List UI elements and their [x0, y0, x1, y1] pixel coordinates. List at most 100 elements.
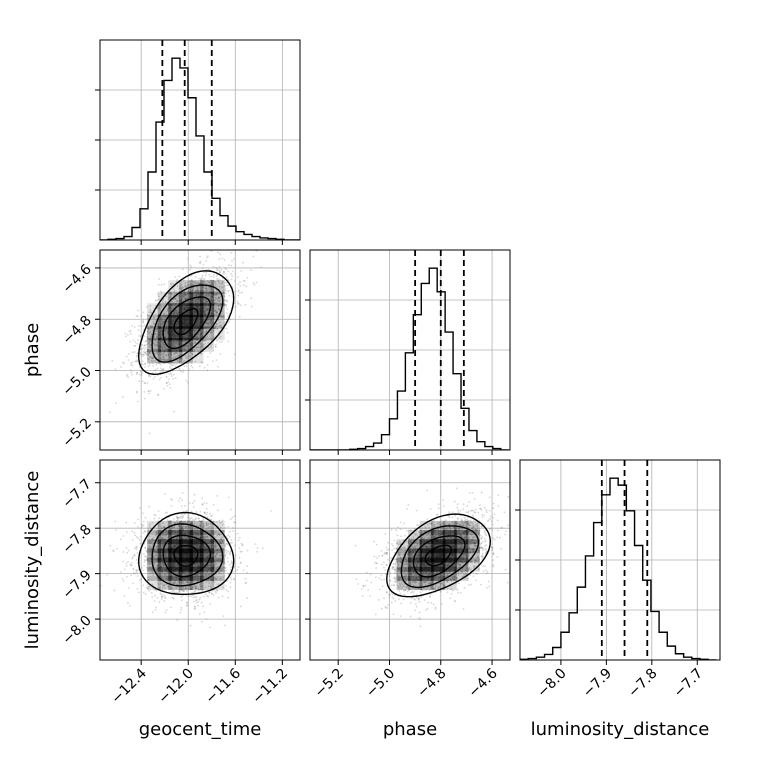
sample-point	[148, 345, 151, 348]
sample-point	[170, 343, 173, 345]
sample-point	[485, 569, 488, 572]
sample-point	[214, 326, 217, 329]
sample-point	[193, 605, 196, 608]
sample-point	[479, 544, 481, 546]
density-cell	[157, 520, 172, 535]
sample-point	[193, 532, 196, 535]
sample-point	[152, 342, 155, 345]
sample-point	[228, 535, 231, 538]
sample-point	[480, 542, 483, 545]
sample-point	[224, 543, 227, 546]
sample-point	[246, 565, 249, 568]
sample-point	[170, 364, 173, 366]
sample-point	[178, 368, 181, 371]
sample-point	[185, 286, 188, 289]
sample-point	[215, 563, 218, 566]
sample-point	[192, 330, 195, 332]
sample-point	[170, 358, 172, 361]
sample-point	[212, 308, 215, 311]
sample-point	[198, 523, 201, 526]
sample-point	[180, 581, 183, 584]
sample-point	[218, 554, 221, 557]
sample-point	[229, 318, 232, 321]
sample-point	[229, 568, 232, 571]
sample-point	[155, 559, 158, 561]
sample-point	[184, 285, 186, 288]
sample-point	[153, 558, 156, 561]
sample-point	[175, 311, 178, 314]
sample-point	[464, 521, 467, 524]
sample-point	[435, 584, 437, 587]
sample-point	[171, 361, 174, 364]
sample-point	[179, 300, 182, 303]
sample-point	[168, 349, 171, 351]
sample-point	[197, 298, 199, 300]
sample-point	[155, 569, 158, 572]
sample-point	[200, 601, 203, 604]
sample-point	[201, 301, 204, 304]
sample-point	[171, 361, 174, 364]
sample-point	[212, 307, 214, 310]
sample-point	[147, 390, 150, 393]
sample-point	[187, 352, 190, 355]
sample-point	[151, 611, 154, 613]
sample-point	[399, 552, 402, 554]
sample-point	[175, 300, 178, 303]
sample-point	[196, 282, 198, 284]
sample-point	[229, 542, 232, 544]
sample-point	[187, 292, 190, 295]
sample-point	[130, 564, 132, 567]
sample-point	[224, 284, 227, 287]
sample-point	[138, 373, 141, 376]
sample-point	[214, 285, 217, 288]
sample-point	[155, 534, 158, 537]
sample-point	[171, 343, 174, 345]
density-cell	[189, 280, 204, 295]
sample-point	[198, 520, 201, 523]
sample-point	[409, 579, 412, 582]
sample-point	[210, 515, 212, 518]
sample-point	[168, 383, 171, 386]
sample-point	[211, 593, 213, 595]
sample-point	[404, 573, 407, 576]
sample-point	[208, 567, 211, 570]
sample-point	[221, 595, 224, 598]
sample-point	[149, 571, 152, 574]
sample-point	[198, 297, 200, 300]
sample-point	[183, 365, 186, 368]
sample-point	[141, 363, 144, 366]
sample-point	[125, 547, 128, 549]
sample-point	[162, 584, 164, 587]
sample-point	[202, 518, 205, 521]
sample-point	[125, 374, 128, 377]
sample-point	[409, 572, 411, 575]
sample-point	[149, 542, 151, 544]
sample-point	[166, 332, 169, 335]
panel-frame	[99, 249, 301, 451]
sample-point	[173, 571, 176, 574]
sample-point	[227, 534, 230, 537]
sample-point	[155, 344, 158, 347]
sample-point	[244, 577, 247, 580]
sample-point	[176, 519, 178, 522]
sample-point	[177, 343, 180, 346]
sample-point	[174, 303, 177, 305]
sample-point	[223, 544, 226, 547]
sample-point	[408, 577, 411, 580]
sample-point	[477, 547, 480, 550]
sample-point	[215, 274, 218, 277]
sample-point	[210, 570, 213, 573]
sample-point	[184, 298, 187, 301]
sample-point	[227, 550, 230, 553]
sample-point	[210, 343, 213, 346]
sample-point	[204, 307, 207, 310]
sample-point	[131, 351, 134, 354]
sample-point	[201, 282, 203, 285]
sample-point	[161, 358, 163, 361]
sample-point	[174, 377, 177, 380]
sample-point	[224, 562, 226, 565]
sample-point	[416, 560, 419, 563]
sample-point	[146, 351, 149, 354]
sample-point	[144, 382, 147, 384]
sample-point	[199, 537, 202, 539]
